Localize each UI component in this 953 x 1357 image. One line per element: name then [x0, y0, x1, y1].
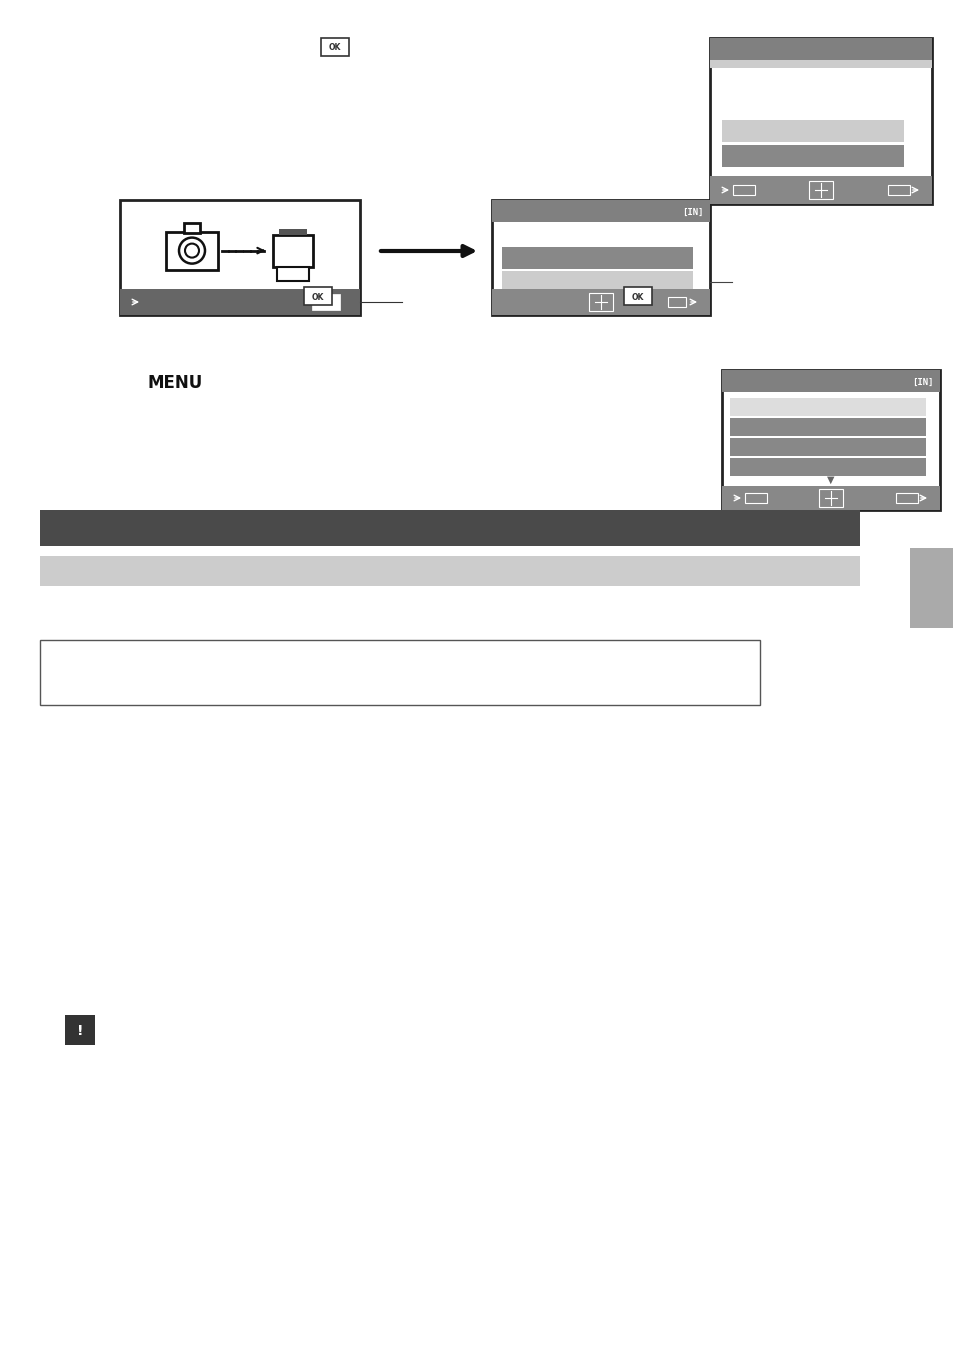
Bar — [320, 38, 349, 56]
Bar — [895, 493, 917, 503]
Bar — [667, 297, 685, 307]
Bar — [40, 641, 760, 706]
Bar — [120, 289, 359, 315]
Text: MENU: MENU — [148, 375, 203, 392]
Bar — [588, 293, 613, 311]
Bar — [744, 493, 766, 503]
Bar — [166, 232, 218, 270]
Bar — [501, 271, 692, 293]
Bar — [40, 556, 859, 586]
Bar — [721, 370, 939, 510]
Bar — [729, 438, 925, 456]
Bar — [721, 486, 939, 510]
Bar — [278, 228, 307, 235]
Bar — [721, 145, 903, 167]
Bar — [501, 247, 692, 269]
Bar — [492, 289, 709, 315]
Bar — [709, 176, 931, 204]
Circle shape — [179, 237, 205, 263]
Bar — [40, 510, 859, 546]
Circle shape — [185, 244, 199, 258]
Bar — [732, 185, 754, 195]
Bar — [729, 398, 925, 417]
Bar — [808, 180, 832, 199]
Text: OK: OK — [312, 293, 324, 301]
Bar — [729, 418, 925, 436]
Text: [IN]: [IN] — [681, 208, 703, 217]
Bar — [65, 1015, 95, 1045]
Bar — [909, 548, 953, 628]
Text: OK: OK — [631, 293, 643, 301]
Bar — [721, 370, 939, 392]
Bar — [276, 266, 309, 281]
Bar — [729, 459, 925, 476]
Bar — [887, 185, 909, 195]
Bar — [184, 223, 200, 232]
Bar — [709, 38, 931, 60]
Text: ▼: ▼ — [826, 475, 834, 484]
Bar — [709, 38, 931, 204]
Bar — [120, 199, 359, 315]
Text: [IN]: [IN] — [911, 377, 933, 387]
Text: !: ! — [76, 1025, 83, 1038]
Bar — [304, 286, 332, 305]
Bar — [492, 199, 709, 223]
Bar — [709, 60, 931, 68]
Bar — [721, 119, 903, 142]
Bar — [623, 286, 651, 305]
Bar — [273, 235, 313, 266]
Text: OK: OK — [329, 43, 341, 53]
Bar — [818, 489, 842, 508]
Bar — [312, 294, 339, 309]
Bar — [492, 199, 709, 315]
